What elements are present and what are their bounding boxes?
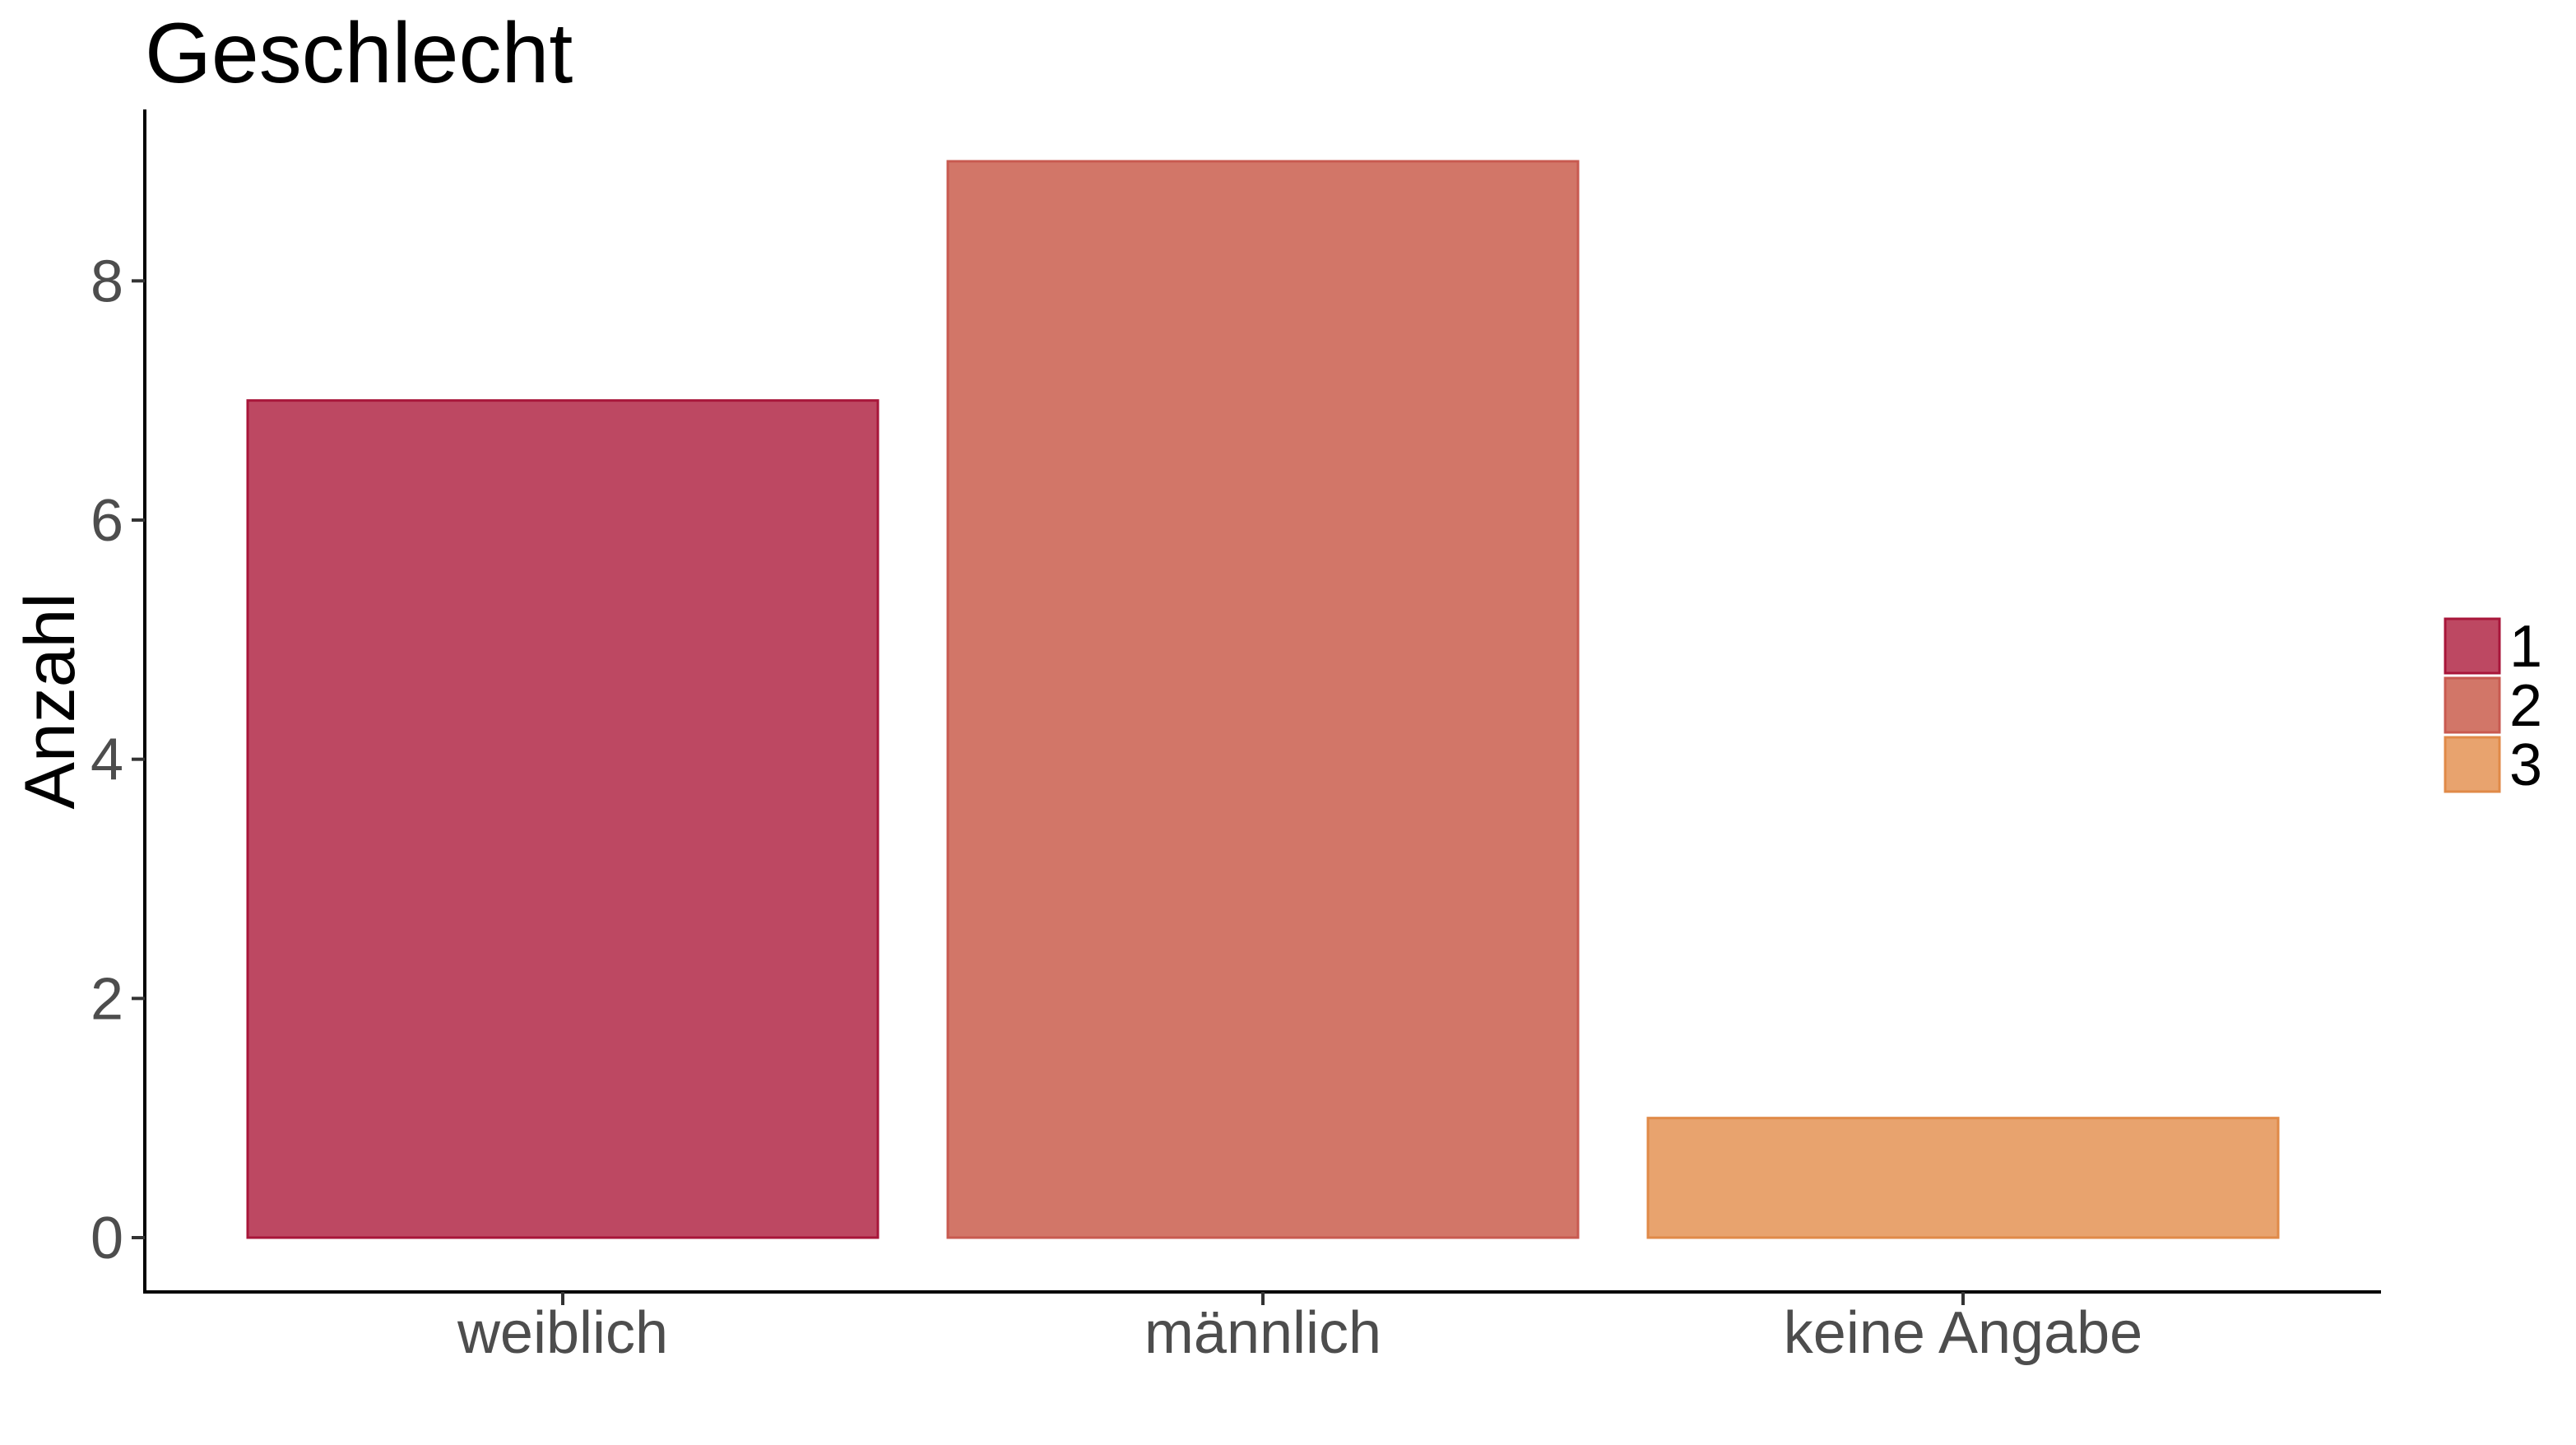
legend-key-1 <box>2444 617 2501 675</box>
legend-label-1: 1 <box>2509 614 2542 680</box>
legend: 123 <box>2444 614 2542 798</box>
y-axis-ticks: 0 2 4 6 8 <box>91 249 145 1271</box>
x-tick-label: weiblich <box>457 1300 668 1366</box>
x-tick-label: keine Angabe <box>1784 1300 2142 1366</box>
x-tick-label: männlich <box>1144 1300 1381 1366</box>
bar-männlich <box>946 160 1580 1239</box>
y-axis-label: Anzahl <box>11 593 90 810</box>
legend-key-3 <box>2444 736 2501 793</box>
bars-group <box>246 160 2280 1239</box>
bar-keine-angabe <box>1646 1117 2280 1239</box>
y-tick-label: 8 <box>91 249 123 314</box>
legend-key-2 <box>2444 676 2501 734</box>
legend-label-2: 2 <box>2509 673 2542 739</box>
x-axis-ticks: weiblich männlich keine Angabe <box>457 1292 2142 1366</box>
chart-title: Geschlecht <box>145 6 573 101</box>
bar-weiblich <box>246 399 880 1239</box>
y-tick-label: 4 <box>91 727 123 793</box>
y-tick-label: 0 <box>91 1206 123 1271</box>
y-tick-label: 6 <box>91 488 123 554</box>
legend-label-3: 3 <box>2509 732 2542 798</box>
y-tick-label: 2 <box>91 966 123 1032</box>
